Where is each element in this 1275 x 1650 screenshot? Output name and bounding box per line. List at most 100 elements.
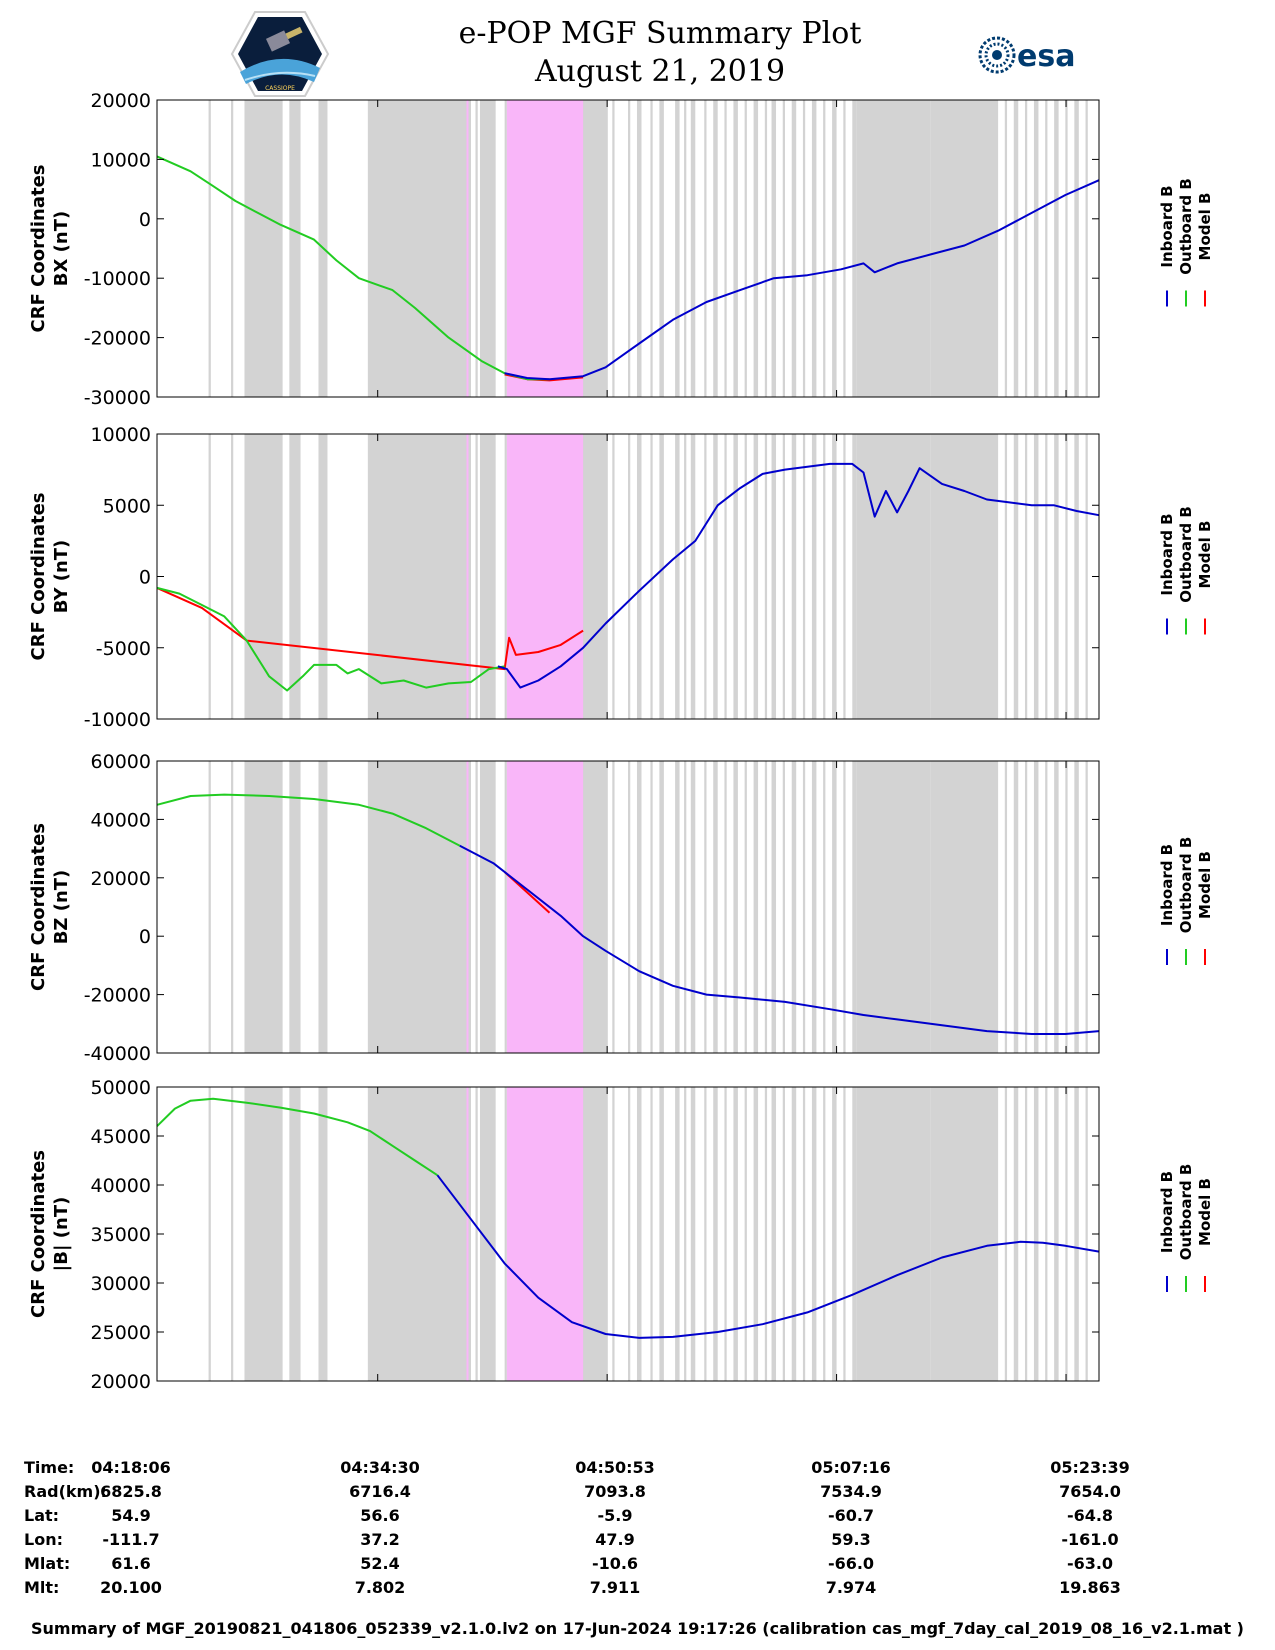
y-axis-label: BX (nT): [51, 211, 72, 286]
highlight-line: [466, 761, 469, 1053]
y-tick-label: 50000: [91, 1077, 151, 1099]
gap-shade: [1013, 761, 1019, 1053]
info-cell: 6716.4: [349, 1482, 411, 1501]
highlight-region: [506, 1087, 584, 1381]
y-tick-label: -10000: [84, 709, 151, 731]
info-cell: 7093.8: [584, 1482, 646, 1501]
series-outboard-b-line: [156, 1097, 438, 1177]
gap-shade: [823, 761, 826, 1053]
gap-shade: [1004, 1087, 1008, 1381]
gap-shade: [231, 434, 234, 719]
gap-shade: [475, 1087, 478, 1381]
gap-shade: [1074, 100, 1079, 397]
gap-shade: [1013, 1087, 1019, 1381]
gap-shade: [811, 100, 817, 397]
gap-shade: [930, 100, 999, 397]
gap-shade: [753, 100, 759, 397]
y-tick-label: 5000: [103, 495, 151, 517]
chart-panel-1: 20000 10000 0 -10000 -20000 -30000 CRF Coordin…: [28, 90, 1214, 409]
y-tick-label: 60000: [91, 751, 151, 773]
y-tick-label: -20000: [84, 328, 151, 350]
gap-shade: [852, 761, 857, 1053]
gap-shade: [724, 761, 727, 1053]
gap-shade: [244, 434, 283, 719]
gap-shade: [1054, 434, 1059, 719]
gap-shade: [684, 1087, 687, 1381]
info-row-label: Mlt:: [24, 1578, 60, 1597]
y-tick-label: -5000: [96, 638, 151, 660]
gap-shade: [823, 100, 826, 397]
highlight-line: [466, 1087, 469, 1381]
legend-label: Outboard B: [1177, 178, 1195, 275]
gap-shade: [832, 434, 837, 719]
gap-shade: [724, 100, 727, 397]
gap-shade: [713, 1087, 718, 1381]
series-outboard-b-line: [156, 793, 461, 847]
gap-shade: [713, 761, 718, 1053]
gap-shade: [791, 100, 797, 397]
gap-shade: [811, 1087, 817, 1381]
y-axis-label: CRF Coordinates: [28, 165, 49, 333]
footer-summary: Summary of MGF_20190821_041806_052339_v2…: [31, 1619, 1244, 1638]
y-tick-label: 20000: [91, 90, 151, 112]
cassiope-logo-text: CASSIOPE: [265, 85, 295, 92]
gap-shade: [811, 434, 817, 719]
y-tick-label: -20000: [84, 985, 151, 1007]
gap-shade: [832, 100, 837, 397]
gap-shade: [318, 1087, 328, 1381]
y-tick-label: 10000: [91, 424, 151, 446]
info-row-label: Lat:: [24, 1506, 60, 1525]
gap-shade: [208, 434, 211, 719]
gap-shade: [1024, 100, 1028, 397]
gap-shade: [231, 1087, 234, 1381]
y-tick-label: 0: [139, 926, 151, 948]
info-cell: 7654.0: [1059, 1482, 1121, 1501]
chart-panel-4: 50000 45000 40000 35000 30000 25000 20000 CRF C…: [28, 1077, 1214, 1393]
gap-shade: [856, 761, 931, 1053]
series-outboard-b-line: [156, 586, 505, 692]
info-cell: 59.3: [831, 1530, 871, 1549]
info-cell: -111.7: [102, 1530, 160, 1549]
info-cell: 7.802: [354, 1578, 406, 1597]
gap-shade: [583, 1087, 608, 1381]
gap-shade: [1013, 100, 1019, 397]
gap-shade: [1085, 761, 1088, 1053]
gap-shade: [504, 100, 507, 397]
gap-shade: [782, 1087, 785, 1381]
info-cell: 04:18:06: [91, 1458, 171, 1477]
gap-shade: [628, 761, 631, 1053]
info-cell: -66.0: [827, 1554, 875, 1573]
gap-shade: [675, 761, 680, 1053]
gap-shade: [843, 1087, 846, 1381]
gap-shade: [583, 100, 608, 397]
axes-frame: [156, 760, 1100, 1054]
info-cell: 04:50:53: [575, 1458, 655, 1477]
gap-shade: [1054, 1087, 1059, 1381]
plot-date: August 21, 2019: [534, 54, 786, 89]
legend-label: Inboard B: [1158, 1171, 1176, 1253]
gap-shade: [231, 100, 234, 397]
highlight-line: [466, 434, 469, 719]
info-cell: 6825.8: [100, 1482, 162, 1501]
gap-shade: [244, 100, 283, 397]
gap-shade: [771, 100, 777, 397]
gap-shade: [764, 100, 768, 397]
gap-shade: [856, 100, 931, 397]
gap-shade: [713, 434, 718, 719]
axes-frame: [156, 99, 1100, 398]
gap-shade: [1033, 434, 1039, 719]
gap-shade: [1045, 100, 1048, 397]
gap-shade: [612, 1087, 615, 1381]
series-inboard-b-line: [497, 462, 1100, 689]
gap-shade: [843, 761, 846, 1053]
gap-shade: [823, 434, 826, 719]
gap-shade: [394, 100, 471, 397]
gap-shade: [475, 761, 478, 1053]
gap-shade: [930, 434, 999, 719]
gap-shade: [764, 761, 768, 1053]
gap-shade: [1085, 100, 1088, 397]
gap-shade: [628, 434, 631, 719]
gap-shade: [1065, 100, 1068, 397]
highlight-region: [506, 434, 584, 719]
gap-shade: [690, 100, 696, 397]
